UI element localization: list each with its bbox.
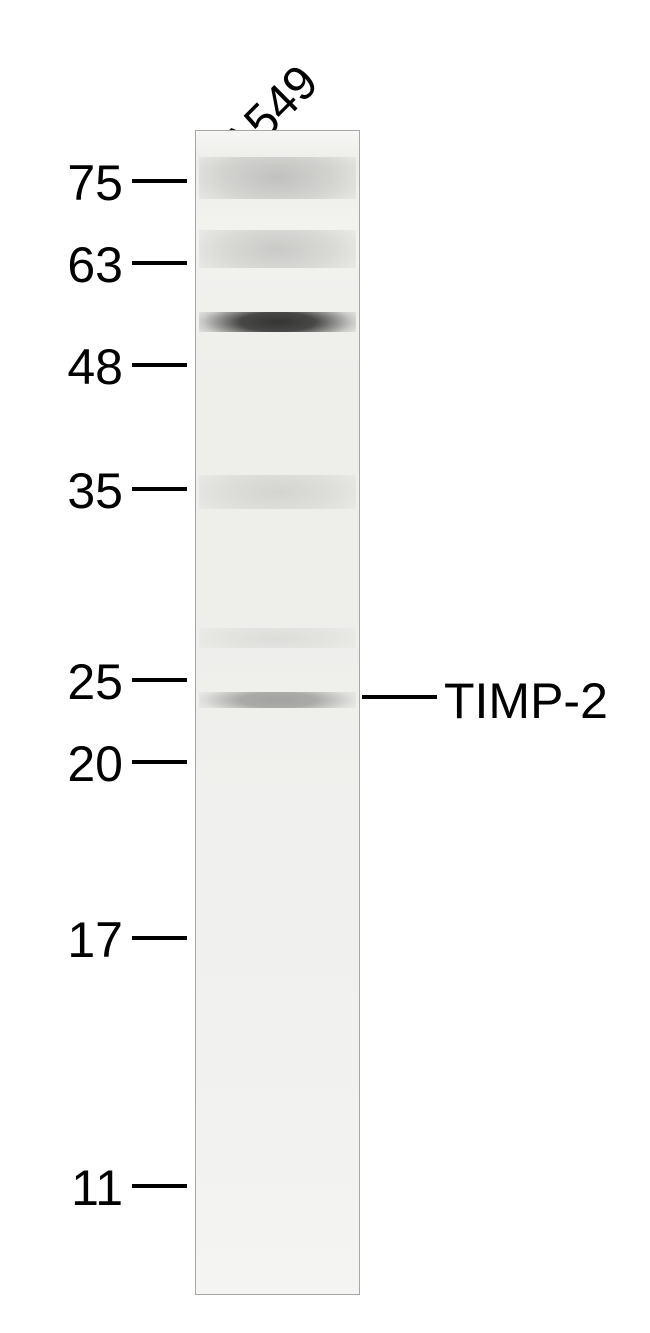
mw-label: 48 (0, 338, 123, 396)
blot-lane (195, 130, 360, 1295)
blot-band (199, 692, 356, 708)
mw-label: 75 (0, 154, 123, 212)
mw-tick (132, 487, 187, 491)
mw-tick (132, 1184, 187, 1188)
lane-border (195, 130, 360, 1295)
target-pointer (362, 695, 437, 699)
mw-tick (132, 678, 187, 682)
mw-tick (132, 760, 187, 764)
blot-band (199, 157, 356, 199)
mw-tick (132, 363, 187, 367)
mw-tick (132, 179, 187, 183)
mw-label: 25 (0, 653, 123, 711)
mw-tick (132, 936, 187, 940)
mw-tick (132, 261, 187, 265)
western-blot-figure: A549 7563483525201711 TIMP-2 (0, 0, 650, 1333)
mw-label: 17 (0, 911, 123, 969)
mw-label: 11 (0, 1159, 123, 1217)
blot-band (199, 312, 356, 332)
blot-band (199, 230, 356, 268)
mw-label: 35 (0, 462, 123, 520)
blot-band (199, 628, 356, 648)
target-protein-label: TIMP-2 (444, 672, 608, 730)
mw-label: 63 (0, 236, 123, 294)
blot-band (199, 475, 356, 509)
mw-label: 20 (0, 735, 123, 793)
